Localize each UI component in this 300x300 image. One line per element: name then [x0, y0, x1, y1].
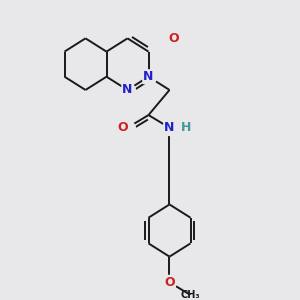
Text: N: N: [122, 83, 133, 97]
Text: CH₃: CH₃: [181, 290, 200, 300]
Text: O: O: [118, 121, 128, 134]
Text: O: O: [169, 32, 179, 45]
Text: N: N: [164, 121, 175, 134]
Text: N: N: [143, 70, 154, 83]
Text: H: H: [181, 121, 191, 134]
Text: O: O: [164, 276, 175, 289]
